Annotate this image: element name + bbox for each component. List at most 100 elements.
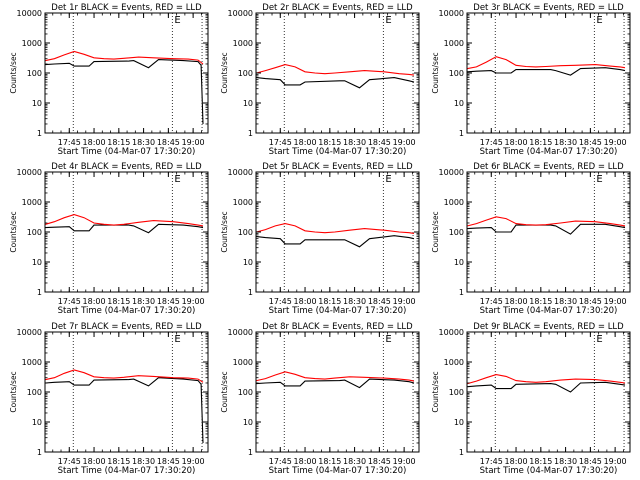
marker-label: E bbox=[174, 334, 180, 345]
x-tick-label: 19:00 bbox=[393, 297, 416, 306]
series-events bbox=[467, 67, 626, 76]
x-axis-label: Start Time (04-Mar-07 17:30:20) bbox=[480, 147, 618, 157]
marker-label: E bbox=[596, 15, 602, 26]
y-tick-label: 1000 bbox=[22, 358, 42, 367]
x-tick-label: 18:30 bbox=[343, 138, 366, 147]
marker-label: E bbox=[385, 334, 391, 345]
x-tick-label: 17:45 bbox=[480, 297, 503, 306]
y-axis-label: Counts/sec bbox=[220, 211, 229, 252]
panel-det-3r: Det 3r BLACK = Events, RED = LLD E 1 10 100 1… bbox=[431, 3, 631, 157]
marker-label: E bbox=[385, 174, 391, 185]
y-tick-label: 1 bbox=[248, 448, 253, 457]
panel-det-8r: Det 8r BLACK = Events, RED = LLD E 1 10 100 1… bbox=[220, 322, 420, 476]
x-tick-label: 18:45 bbox=[579, 297, 602, 306]
y-tick-label: 1000 bbox=[233, 198, 253, 207]
y-tick-label: 1 bbox=[248, 129, 253, 138]
x-tick-label: 17:45 bbox=[58, 457, 81, 466]
x-tick-label: 18:30 bbox=[554, 457, 577, 466]
y-tick-label: 10000 bbox=[17, 328, 42, 337]
plot-frame bbox=[44, 171, 209, 293]
series-lld bbox=[256, 64, 415, 76]
y-tick-label: 100 bbox=[27, 228, 42, 237]
y-tick-label: 10000 bbox=[228, 168, 253, 177]
x-tick-label: 19:00 bbox=[182, 138, 205, 147]
y-tick-label: 10 bbox=[32, 258, 42, 267]
series-lld bbox=[467, 374, 626, 385]
marker-label: E bbox=[596, 174, 602, 185]
series-lld bbox=[467, 216, 626, 227]
y-tick-label: 1000 bbox=[233, 39, 253, 48]
x-tick-label: 18:00 bbox=[294, 297, 317, 306]
series-events bbox=[45, 223, 204, 234]
series-events bbox=[467, 223, 626, 235]
panel-title: Det 2r BLACK = Events, RED = LLD bbox=[262, 3, 413, 13]
x-tick-label: 18:00 bbox=[83, 297, 106, 306]
plot-frame bbox=[466, 171, 631, 293]
panel-det-5r: Det 5r BLACK = Events, RED = LLD E 1 10 100 1… bbox=[220, 162, 420, 316]
panel-title: Det 7r BLACK = Events, RED = LLD bbox=[51, 322, 202, 332]
y-tick-label: 1 bbox=[459, 129, 464, 138]
series-events bbox=[45, 377, 204, 444]
x-tick-label: 17:45 bbox=[480, 457, 503, 466]
y-tick-label: 10 bbox=[243, 258, 253, 267]
x-axis-label: Start Time (04-Mar-07 17:30:20) bbox=[269, 466, 407, 476]
x-tick-label: 18:15 bbox=[529, 457, 552, 466]
x-tick-label: 19:00 bbox=[182, 457, 205, 466]
series-lld bbox=[45, 214, 204, 227]
y-tick-label: 100 bbox=[27, 69, 42, 78]
x-axis-label: Start Time (04-Mar-07 17:30:20) bbox=[480, 306, 618, 316]
x-tick-label: 18:45 bbox=[368, 297, 391, 306]
panel-title: Det 3r BLACK = Events, RED = LLD bbox=[473, 3, 624, 13]
y-tick-label: 10 bbox=[243, 99, 253, 108]
y-tick-label: 10 bbox=[454, 258, 464, 267]
y-tick-label: 100 bbox=[449, 69, 464, 78]
x-axis-label: Start Time (04-Mar-07 17:30:20) bbox=[58, 466, 196, 476]
x-tick-label: 17:45 bbox=[58, 138, 81, 147]
x-tick-label: 19:00 bbox=[182, 297, 205, 306]
series-events bbox=[256, 378, 415, 389]
y-tick-label: 10 bbox=[243, 418, 253, 427]
x-tick-label: 19:00 bbox=[604, 457, 627, 466]
x-tick-label: 18:45 bbox=[157, 457, 180, 466]
x-tick-label: 17:45 bbox=[269, 138, 292, 147]
panel-det-9r: Det 9r BLACK = Events, RED = LLD E 1 10 100 1… bbox=[431, 322, 631, 476]
series-events bbox=[45, 59, 204, 125]
x-tick-label: 17:45 bbox=[269, 457, 292, 466]
panel-title: Det 9r BLACK = Events, RED = LLD bbox=[473, 322, 624, 332]
x-tick-label: 18:30 bbox=[132, 297, 155, 306]
y-tick-label: 1000 bbox=[22, 39, 42, 48]
x-axis-label: Start Time (04-Mar-07 17:30:20) bbox=[269, 306, 407, 316]
y-tick-label: 10000 bbox=[17, 9, 42, 18]
x-tick-label: 18:45 bbox=[157, 297, 180, 306]
plot-frame bbox=[466, 12, 631, 134]
y-tick-label: 10000 bbox=[17, 168, 42, 177]
x-tick-label: 18:30 bbox=[343, 457, 366, 466]
marker-label: E bbox=[596, 334, 602, 345]
y-tick-label: 1 bbox=[459, 288, 464, 297]
y-axis-label: Counts/sec bbox=[9, 371, 18, 412]
y-tick-label: 10 bbox=[454, 418, 464, 427]
marker-label: E bbox=[385, 15, 391, 26]
y-axis-label: Counts/sec bbox=[431, 371, 440, 412]
y-tick-label: 10 bbox=[454, 99, 464, 108]
x-tick-label: 18:00 bbox=[83, 138, 106, 147]
y-tick-label: 10 bbox=[32, 99, 42, 108]
series-events bbox=[467, 381, 626, 393]
x-tick-label: 18:00 bbox=[505, 297, 528, 306]
panel-det-7r: Det 7r BLACK = Events, RED = LLD E 1 10 100 1… bbox=[9, 322, 209, 476]
plot-frame bbox=[44, 331, 209, 453]
x-tick-label: 18:45 bbox=[579, 457, 602, 466]
y-tick-label: 10000 bbox=[439, 328, 464, 337]
series-events bbox=[256, 235, 415, 248]
y-tick-label: 1 bbox=[37, 129, 42, 138]
y-tick-label: 1000 bbox=[444, 358, 464, 367]
y-tick-label: 10 bbox=[32, 418, 42, 427]
x-tick-label: 18:15 bbox=[318, 297, 341, 306]
series-lld bbox=[256, 223, 415, 234]
x-tick-label: 17:45 bbox=[269, 297, 292, 306]
y-tick-label: 1 bbox=[37, 448, 42, 457]
x-tick-label: 18:45 bbox=[157, 138, 180, 147]
marker-label: E bbox=[174, 174, 180, 185]
y-tick-label: 10000 bbox=[228, 328, 253, 337]
